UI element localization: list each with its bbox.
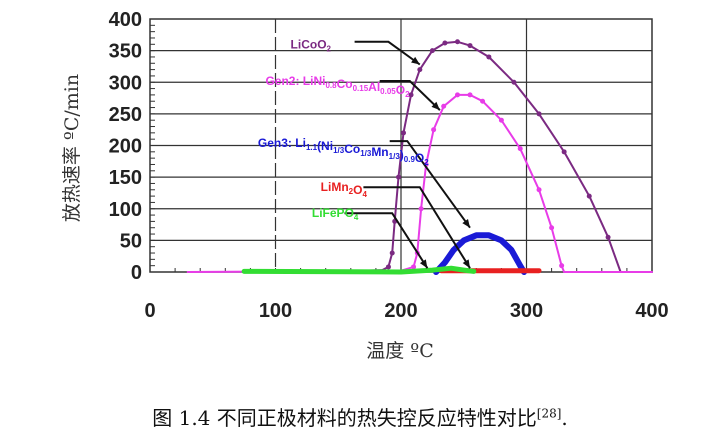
data-point <box>385 264 391 270</box>
label-text: Co <box>344 142 360 156</box>
y-tick-label: 200 <box>109 136 142 158</box>
data-point <box>417 67 423 73</box>
series-label-4: LiFePO4 <box>312 206 359 222</box>
label-text: LiFePO <box>312 206 354 220</box>
label-subscript: 2 <box>349 187 354 196</box>
label-subscript: 2 <box>327 44 332 53</box>
caption-reference: [28] <box>536 406 562 421</box>
grid <box>149 18 653 273</box>
data-point <box>389 250 395 256</box>
data-point <box>454 39 460 45</box>
y-tick-label: 150 <box>109 167 142 189</box>
series-line-4 <box>241 265 477 275</box>
data-point <box>561 149 567 155</box>
label-subscript: 1/3 <box>333 146 345 155</box>
data-point <box>559 263 565 269</box>
label-text: LiMn <box>321 180 349 194</box>
series-lines <box>186 39 653 275</box>
label-text: Co <box>337 77 353 91</box>
y-tick-label: 350 <box>109 41 142 63</box>
data-point <box>418 206 424 212</box>
annotation-arrow <box>363 186 471 269</box>
x-tick-label: 0 <box>144 300 155 322</box>
tick-labels: 0 50 100 150 200 250 300 350 400 0 100 200 300 400 <box>109 9 669 322</box>
y-axis-label: 放热速率 ºC/min <box>61 74 83 222</box>
label-subscript: 0.8 <box>325 81 337 90</box>
series-label-0: LiCoO2 <box>291 37 332 53</box>
series-line-2 <box>433 232 527 275</box>
label-subscript: 2 <box>424 158 429 167</box>
y-tick-label: 50 <box>120 230 142 252</box>
data-point <box>486 54 492 60</box>
x-tick-label: 200 <box>384 300 417 322</box>
label-text: O <box>396 83 405 97</box>
label-subscript: 1/3 <box>389 152 401 161</box>
x-tick-label: 400 <box>635 300 668 322</box>
annotation-arrow <box>354 40 421 66</box>
data-point <box>480 98 486 104</box>
y-tick-label: 250 <box>109 104 142 126</box>
data-point <box>442 40 448 46</box>
data-point <box>605 234 611 240</box>
data-point <box>498 117 504 123</box>
caption-text: 图 1.4 不同正极材料的热失控反应特性对比 <box>152 406 537 430</box>
series-label-1: Gen2: LiNi0.8Co0.15Al0.05O2 <box>265 74 410 99</box>
y-tick-label: 0 <box>131 262 142 284</box>
data-point <box>408 92 414 98</box>
arrow-head <box>462 218 471 228</box>
label-text: O <box>415 151 424 165</box>
x-axis-label: 温度 ºC <box>366 340 434 362</box>
data-point <box>411 264 417 270</box>
data-point <box>536 187 542 193</box>
data-point <box>586 193 592 199</box>
label-text: Al <box>368 80 380 94</box>
label-subscript: 0.15 <box>353 84 369 93</box>
caption-end: . <box>561 406 568 430</box>
y-tick-label: 100 <box>109 199 142 221</box>
y-tick-label: 300 <box>109 72 142 94</box>
data-point <box>536 111 542 117</box>
data-point <box>549 225 555 231</box>
data-point <box>395 174 401 180</box>
label-subscript: 4 <box>362 190 367 199</box>
series-label-2: Gen3: Li1.1(Ni1/3Co1/3Mn1/3)0.9O2 <box>258 136 429 167</box>
label-text: Mn <box>371 145 388 159</box>
data-point <box>467 92 473 98</box>
label-text: O <box>353 183 362 197</box>
data-point <box>429 48 435 54</box>
annotation-arrow <box>389 140 471 229</box>
data-point <box>467 43 473 49</box>
label-text: Gen3: Li <box>258 136 306 150</box>
data-point <box>401 130 407 136</box>
label-subscript: 0.05 <box>380 87 396 96</box>
arrow-head <box>419 259 428 269</box>
label-text: ) <box>400 148 404 162</box>
figure-caption: 图 1.4 不同正极材料的热失控反应特性对比[28]. <box>0 402 720 431</box>
x-tick-label: 100 <box>259 300 292 322</box>
data-point <box>431 127 437 133</box>
series-line-0 <box>249 40 653 273</box>
label-text: (Ni <box>317 139 333 153</box>
data-point <box>454 92 460 98</box>
annotation-arrow <box>379 80 441 111</box>
arrow-head <box>431 101 440 111</box>
arrow-head <box>411 56 420 65</box>
label-subscript: 2 <box>405 90 410 99</box>
label-text: LiCoO <box>291 37 327 51</box>
data-point <box>441 103 447 109</box>
label-subscript: 1/3 <box>360 149 372 158</box>
arrow-head <box>462 259 471 269</box>
data-point <box>511 79 517 85</box>
x-tick-label: 300 <box>510 300 543 322</box>
label-subscript: 1.1 <box>306 143 318 152</box>
annotation-arrow <box>344 212 429 269</box>
series-label-3: LiMn2O4 <box>321 180 368 199</box>
label-subscript: 4 <box>354 213 359 222</box>
data-point <box>517 146 523 152</box>
label-text: Gen2: LiNi <box>265 74 325 88</box>
y-tick-label: 400 <box>109 9 142 31</box>
label-subscript: 0.9 <box>404 155 416 164</box>
